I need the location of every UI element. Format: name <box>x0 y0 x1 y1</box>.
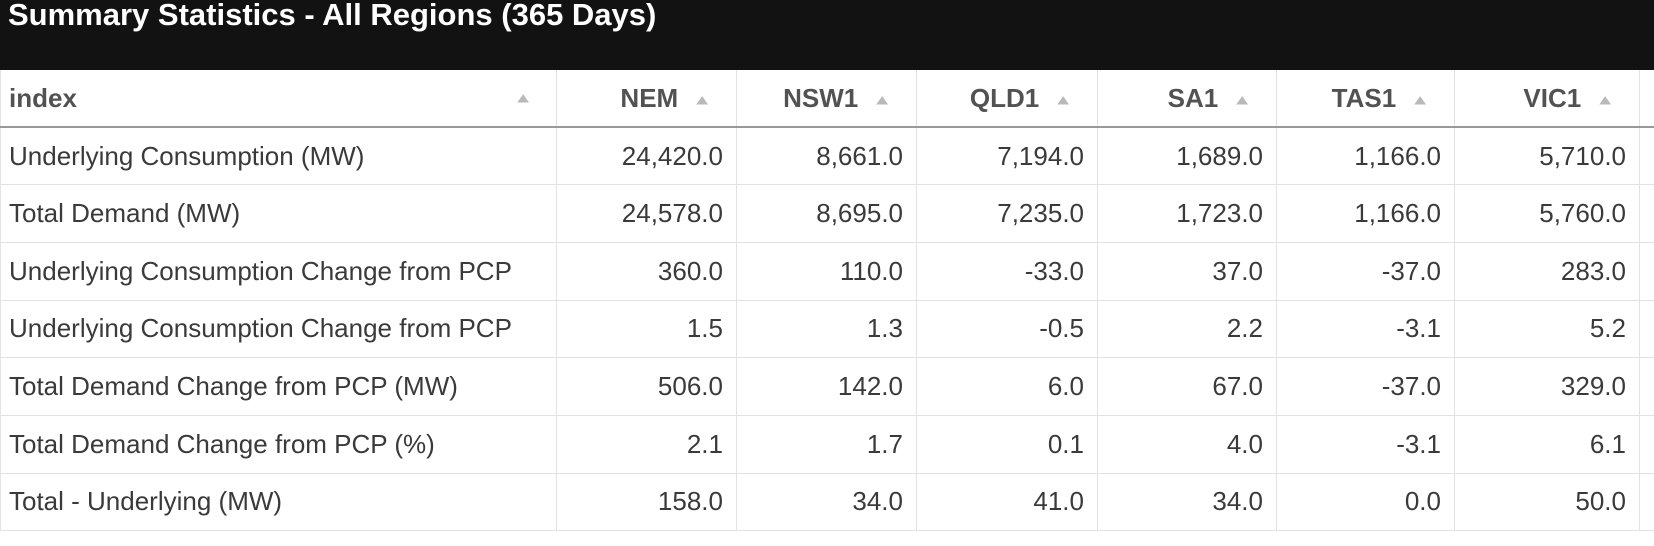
column-header-label: NSW1 <box>783 82 859 113</box>
cell-value: 360.0 <box>556 242 737 301</box>
cell-value: -3.1 <box>1276 300 1455 359</box>
table-row: Underlying Consumption (MW) 24,420.0 8,6… <box>0 127 1654 186</box>
column-header-tas1[interactable]: TAS1 ▲ <box>1276 70 1455 128</box>
cell-value: 8,661.0 <box>736 127 917 186</box>
title-bar: Summary Statistics - All Regions (365 Da… <box>0 0 1654 70</box>
cell-value: 34.0 <box>736 473 917 532</box>
cell-value: 34.0 <box>1097 473 1277 532</box>
cell-value: 5,710.0 <box>1454 127 1640 186</box>
cell-value: 5.2 <box>1454 300 1640 359</box>
column-header-sa1[interactable]: SA1 ▲ <box>1097 70 1277 128</box>
summary-table: index ▲ NEM ▲ NSW1 ▲ QLD1 ▲ SA1 ▲ TAS1 ▲ VIC1… <box>0 70 1654 532</box>
row-label: Total Demand Change from PCP (%) <box>0 415 557 474</box>
table-header: index ▲ NEM ▲ NSW1 ▲ QLD1 ▲ SA1 ▲ TAS1 ▲ VIC1… <box>0 70 1654 128</box>
cell-value: 506.0 <box>556 357 737 416</box>
cell-value: 24,420.0 <box>556 127 737 186</box>
cell-value: 37.0 <box>1097 242 1277 301</box>
cell-value: 5,760.0 <box>1454 184 1640 243</box>
table-row: Total - Underlying (MW) 158.0 34.0 41.0 … <box>0 473 1654 532</box>
sort-ascending-icon[interactable]: ▲ <box>1410 91 1430 108</box>
column-header-vic1[interactable]: VIC1 ▲ <box>1454 70 1640 128</box>
column-header-label: index <box>9 82 77 113</box>
cell-partial <box>1639 415 1654 474</box>
page-title: Summary Statistics - All Regions (365 Da… <box>8 0 657 32</box>
cell-partial <box>1639 473 1654 532</box>
column-header-qld1[interactable]: QLD1 ▲ <box>916 70 1098 128</box>
cell-value: 7,235.0 <box>916 184 1098 243</box>
column-header-index[interactable]: index ▲ <box>0 70 557 128</box>
column-header-nsw1[interactable]: NSW1 ▲ <box>736 70 917 128</box>
sort-ascending-icon[interactable]: ▲ <box>1595 91 1615 108</box>
cell-value: 4.0 <box>1097 415 1277 474</box>
cell-value: 41.0 <box>916 473 1098 532</box>
sort-ascending-icon[interactable]: ▲ <box>513 90 533 106</box>
cell-value: -3.1 <box>1276 415 1455 474</box>
sort-ascending-icon[interactable]: ▲ <box>1053 91 1073 108</box>
column-header-label: NEM <box>620 82 679 113</box>
table-row: Total Demand Change from PCP (MW) 506.0 … <box>0 357 1654 416</box>
cell-partial <box>1639 184 1654 243</box>
cell-value: -37.0 <box>1276 242 1455 301</box>
sort-ascending-icon[interactable]: ▲ <box>1232 91 1252 108</box>
row-label: Underlying Consumption Change from PCP <box>0 300 557 359</box>
cell-value: 6.1 <box>1454 415 1640 474</box>
cell-partial <box>1639 357 1654 416</box>
column-header-label: QLD1 <box>969 82 1040 113</box>
table-body: Underlying Consumption (MW) 24,420.0 8,6… <box>0 127 1654 532</box>
cell-value: 142.0 <box>736 357 917 416</box>
cell-value: 110.0 <box>736 242 917 301</box>
table-row: Total Demand Change from PCP (%) 2.1 1.7… <box>0 415 1654 474</box>
cell-value: -37.0 <box>1276 357 1455 416</box>
row-label: Total Demand Change from PCP (MW) <box>0 357 557 416</box>
cell-value: 1.5 <box>556 300 737 359</box>
sort-ascending-icon[interactable]: ▲ <box>692 91 712 108</box>
cell-value: 1.7 <box>736 415 917 474</box>
header-row: index ▲ NEM ▲ NSW1 ▲ QLD1 ▲ SA1 ▲ TAS1 ▲ VIC1… <box>0 70 1654 128</box>
cell-value: 8,695.0 <box>736 184 917 243</box>
row-label: Underlying Consumption Change from PCP <box>0 242 557 301</box>
cell-value: 329.0 <box>1454 357 1640 416</box>
cell-value: 6.0 <box>916 357 1098 416</box>
row-label: Total Demand (MW) <box>0 184 557 243</box>
cell-value: 1,166.0 <box>1276 184 1455 243</box>
cell-value: 1,689.0 <box>1097 127 1277 186</box>
cell-partial <box>1639 127 1654 186</box>
row-label: Underlying Consumption (MW) <box>0 127 557 186</box>
cell-value: 1,166.0 <box>1276 127 1455 186</box>
cell-value: 283.0 <box>1454 242 1640 301</box>
cell-value: 67.0 <box>1097 357 1277 416</box>
column-header-label: SA1 <box>1167 82 1219 113</box>
cell-value: 158.0 <box>556 473 737 532</box>
cell-partial <box>1639 300 1654 359</box>
cell-value: 0.0 <box>1276 473 1455 532</box>
cell-value: 1,723.0 <box>1097 184 1277 243</box>
cell-value: 24,578.0 <box>556 184 737 243</box>
table-row: Underlying Consumption Change from PCP 1… <box>0 300 1654 359</box>
cell-value: 2.2 <box>1097 300 1277 359</box>
cell-value: -33.0 <box>916 242 1098 301</box>
column-header-label: TAS1 <box>1331 82 1397 113</box>
cell-value: 0.1 <box>916 415 1098 474</box>
table-row: Underlying Consumption Change from PCP 3… <box>0 242 1654 301</box>
column-header-nem[interactable]: NEM ▲ <box>556 70 737 128</box>
cell-value: 50.0 <box>1454 473 1640 532</box>
table-row: Total Demand (MW) 24,578.0 8,695.0 7,235… <box>0 184 1654 243</box>
column-header-label: VIC1 <box>1523 82 1582 113</box>
sort-ascending-icon[interactable]: ▲ <box>872 91 892 108</box>
cell-value: 1.3 <box>736 300 917 359</box>
cell-value: -0.5 <box>916 300 1098 359</box>
column-header-partial <box>1639 70 1654 128</box>
cell-value: 7,194.0 <box>916 127 1098 186</box>
row-label: Total - Underlying (MW) <box>0 473 557 532</box>
cell-value: 2.1 <box>556 415 737 474</box>
cell-partial <box>1639 242 1654 301</box>
